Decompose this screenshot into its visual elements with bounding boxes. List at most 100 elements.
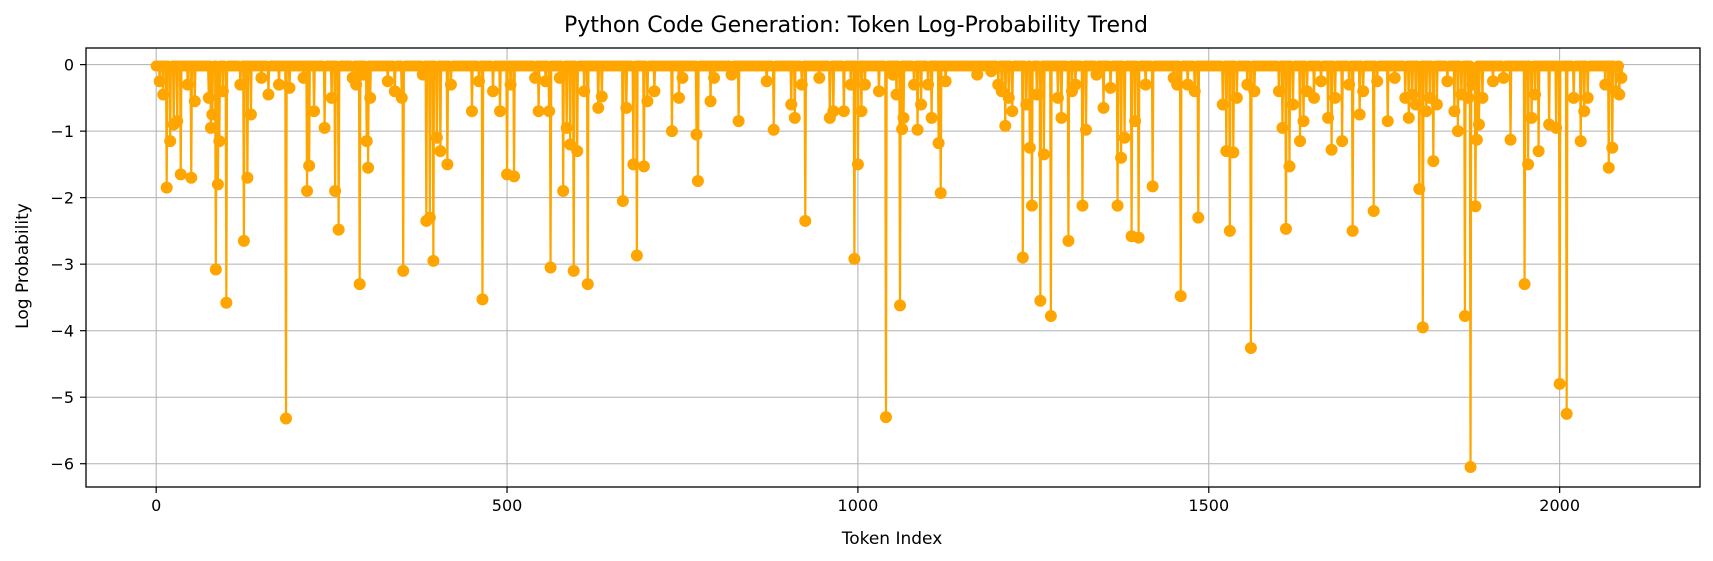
- data-point: [795, 78, 808, 91]
- data-point: [1518, 278, 1531, 291]
- data-point: [1248, 85, 1261, 98]
- data-point: [1276, 121, 1289, 134]
- data-point: [1469, 200, 1482, 213]
- data-point: [283, 81, 296, 94]
- data-point: [434, 145, 447, 158]
- data-point: [1416, 321, 1429, 334]
- chart-title: Python Code Generation: Token Log-Probab…: [564, 13, 1148, 38]
- data-point: [1613, 88, 1626, 101]
- data-point: [1427, 155, 1440, 168]
- data-point: [494, 105, 507, 118]
- x-tick-label: 0: [151, 496, 161, 515]
- data-point: [544, 261, 557, 274]
- data-point: [1567, 91, 1580, 104]
- data-point: [174, 168, 187, 181]
- data-point: [362, 161, 375, 174]
- data-point: [571, 145, 584, 158]
- y-tick-label: −1: [50, 122, 74, 141]
- data-point: [1023, 141, 1036, 154]
- series-line: [155, 64, 1624, 469]
- data-point: [1346, 224, 1359, 237]
- data-point: [1037, 148, 1050, 161]
- data-point: [971, 68, 984, 81]
- data-point: [1076, 199, 1089, 212]
- data-point: [1272, 85, 1285, 98]
- data-point: [164, 135, 177, 148]
- x-tick-label: 2000: [1539, 496, 1580, 515]
- data-point: [1297, 115, 1310, 128]
- data-point: [1525, 111, 1538, 124]
- data-point: [676, 71, 689, 84]
- data-point: [325, 91, 338, 104]
- data-point: [1472, 118, 1485, 131]
- data-point: [890, 88, 903, 101]
- data-point: [430, 131, 443, 144]
- data-point: [908, 78, 921, 91]
- y-axis-label: Log Probability: [13, 203, 33, 329]
- data-point: [1104, 81, 1117, 94]
- data-point: [1550, 121, 1563, 134]
- data-point: [476, 293, 489, 306]
- x-tick-label: 500: [492, 496, 523, 515]
- data-point: [1367, 204, 1380, 217]
- data-point: [1578, 105, 1591, 118]
- data-point: [1413, 183, 1426, 196]
- data-point: [691, 175, 704, 188]
- data-point: [423, 211, 436, 224]
- data-point: [1464, 461, 1477, 474]
- data-point: [1223, 224, 1236, 237]
- data-point: [441, 158, 454, 171]
- data-point: [1294, 135, 1307, 148]
- data-point: [851, 158, 864, 171]
- x-axis-ticks: 0 500 1000 1500 2000: [151, 487, 1580, 515]
- data-point: [303, 159, 316, 172]
- data-point: [922, 78, 935, 91]
- data-point: [504, 78, 517, 91]
- data-point: [1030, 88, 1043, 101]
- y-tick-label: −6: [50, 455, 74, 474]
- data-point: [1466, 78, 1479, 91]
- data-point: [1055, 111, 1068, 124]
- data-point: [241, 171, 254, 184]
- data-point: [381, 75, 394, 88]
- data-point: [364, 91, 377, 104]
- data-point: [1016, 251, 1029, 264]
- x-tick-label: 1000: [838, 496, 879, 515]
- data-point: [213, 135, 226, 148]
- data-point: [204, 121, 217, 134]
- series-line-log-probability: [155, 64, 1624, 469]
- data-point: [1476, 91, 1489, 104]
- data-point: [1602, 161, 1615, 174]
- data-point: [665, 125, 678, 138]
- data-point: [160, 181, 173, 194]
- data-point: [1118, 131, 1131, 144]
- data-point: [999, 119, 1012, 132]
- x-axis-label: Token Index: [841, 529, 943, 549]
- y-tick-label: −3: [50, 255, 74, 274]
- data-point: [1132, 231, 1145, 244]
- data-point: [620, 101, 633, 114]
- data-point: [1146, 180, 1159, 193]
- plot-frame: [85, 47, 1701, 488]
- data-point: [704, 95, 717, 108]
- data-point: [353, 278, 366, 291]
- data-point: [813, 71, 826, 84]
- data-point: [925, 111, 938, 124]
- x-tick-label: 1500: [1188, 496, 1229, 515]
- data-point: [799, 214, 812, 227]
- data-point: [1357, 85, 1370, 98]
- data-point: [567, 264, 580, 277]
- data-point: [1451, 125, 1464, 138]
- data-point: [1599, 78, 1612, 91]
- data-point: [887, 68, 899, 81]
- data-point: [157, 88, 170, 101]
- data-point: [581, 278, 594, 291]
- data-point: [1322, 111, 1335, 124]
- data-point: [427, 254, 440, 267]
- data-point: [508, 170, 521, 183]
- data-point: [637, 160, 650, 173]
- data-point: [557, 185, 570, 198]
- data-point: [1441, 75, 1454, 88]
- data-point: [896, 123, 909, 136]
